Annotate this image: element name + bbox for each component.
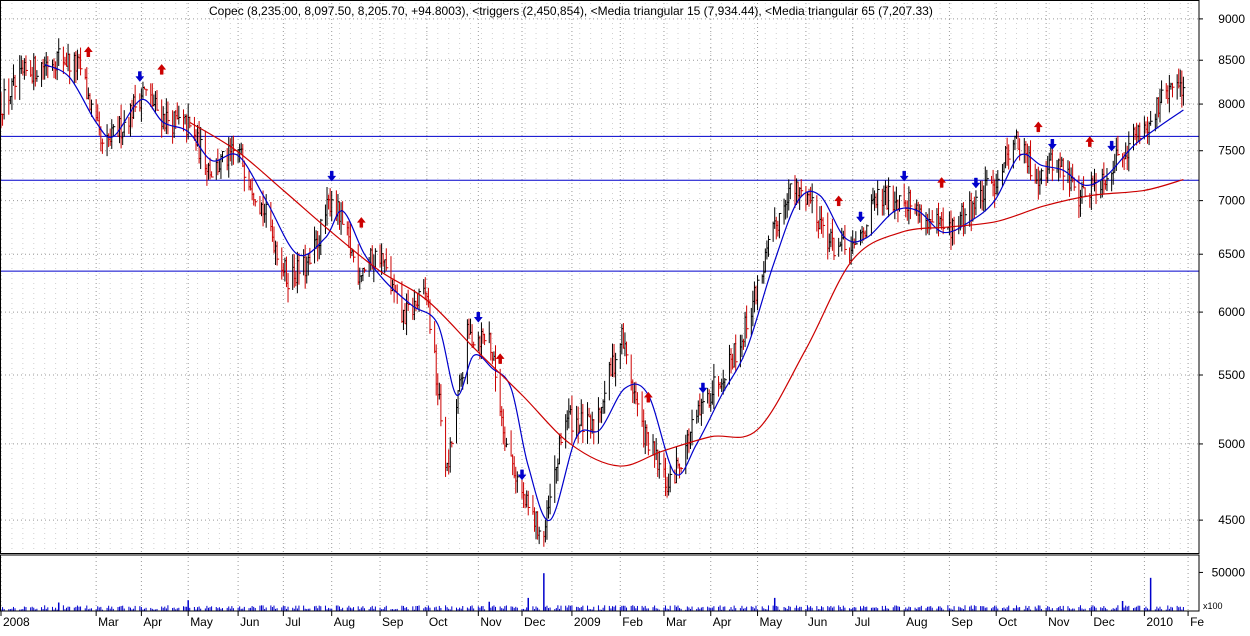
frame-layer xyxy=(0,0,1200,612)
y-tick-label: 6000 xyxy=(1218,305,1245,319)
x-axis-ticks: 2008 Mar Apr May Jun Jul Aug Sep Oct Nov Dec 2009 Fe… xyxy=(0,611,1204,629)
sell-signal-arrow xyxy=(937,177,947,188)
sell-signal-arrow xyxy=(495,353,505,364)
buy-signal-arrow xyxy=(517,469,527,481)
x-tick-label: Jun xyxy=(808,615,827,629)
ma15-series-line xyxy=(44,63,1184,521)
y-tick-label: 8000 xyxy=(1218,97,1245,111)
x-tick-label: Dec xyxy=(1093,615,1114,629)
x-tick-label: Apr xyxy=(713,615,732,629)
y-tick-label: 6500 xyxy=(1218,247,1245,261)
x-tick-label: 2008 xyxy=(3,615,30,629)
y-tick-label: 4500 xyxy=(1218,513,1245,527)
volume-layer xyxy=(0,573,1184,611)
y-tick-label: 9000 xyxy=(1218,12,1245,26)
x-tick-label: Aug xyxy=(334,615,355,629)
buy-signal-arrow xyxy=(698,382,708,394)
x-tick-label: Jul xyxy=(285,615,300,629)
buy-signal-arrow xyxy=(473,311,483,323)
signals-layer xyxy=(83,46,1117,481)
x-tick-label: 2009 xyxy=(574,615,601,629)
ma65-series-line xyxy=(189,121,1184,467)
grid-layer xyxy=(0,3,1199,611)
x-tick-label: Feb xyxy=(622,615,643,629)
x-tick-label: May xyxy=(190,615,213,629)
x-tick-label: Nov xyxy=(1048,615,1069,629)
y-tick-label: 5000 xyxy=(1218,437,1245,451)
x-tick-label: Jun xyxy=(240,615,259,629)
x-tick-label: Nov xyxy=(480,615,501,629)
buy-signal-arrow xyxy=(899,170,909,182)
x-tick-label: Mar xyxy=(666,615,687,629)
buy-signal-arrow xyxy=(1107,140,1117,152)
x-tick-label: Oct xyxy=(998,615,1017,629)
sell-signal-arrow xyxy=(1033,121,1043,133)
x-tick-label: Apr xyxy=(143,615,162,629)
sell-signal-arrow xyxy=(356,217,366,228)
x-tick-label: Dec xyxy=(524,615,545,629)
buy-signal-arrow xyxy=(327,170,337,182)
volume-tick-label: 50000 xyxy=(1212,565,1246,579)
y-tick-label: 7500 xyxy=(1218,144,1245,158)
x-tick-label: Sep xyxy=(382,615,404,629)
sell-signal-arrow xyxy=(83,46,93,58)
sell-signal-arrow xyxy=(157,63,167,75)
buy-signal-arrow xyxy=(855,211,866,223)
y-tick-label: 8500 xyxy=(1218,53,1245,67)
y-axis-ticks: 9000 8500 8000 7500 7000 6500 6000 5500 5000 4500… xyxy=(1199,12,1246,579)
sell-signal-arrow xyxy=(1085,136,1095,147)
volume-unit-label: x100 xyxy=(1203,601,1223,611)
x-tick-label: Sep xyxy=(951,615,973,629)
price-panel-frame xyxy=(0,0,1200,554)
x-tick-label: Jul xyxy=(855,615,870,629)
x-tick-label: Fe xyxy=(1190,615,1204,629)
y-tick-label: 5500 xyxy=(1218,368,1245,382)
volume-panel-frame xyxy=(0,554,1200,612)
sell-signal-arrow xyxy=(834,195,844,207)
x-tick-label: Mar xyxy=(98,615,119,629)
price-bars-layer xyxy=(0,38,1186,547)
y-tick-label: 7000 xyxy=(1218,194,1245,208)
sell-signal-arrow xyxy=(643,391,653,403)
buy-signal-arrow xyxy=(1047,139,1057,150)
chart-title: Copec (8,235.00, 8,097.50, 8,205.70, +94… xyxy=(209,4,933,18)
x-tick-label: 2010 xyxy=(1146,615,1173,629)
x-tick-label: Oct xyxy=(429,615,448,629)
x-tick-label: May xyxy=(760,615,783,629)
moving-averages-layer xyxy=(44,63,1184,521)
buy-signal-arrow xyxy=(971,177,981,189)
x-tick-label: Aug xyxy=(906,615,927,629)
buy-signal-arrow xyxy=(135,71,145,82)
